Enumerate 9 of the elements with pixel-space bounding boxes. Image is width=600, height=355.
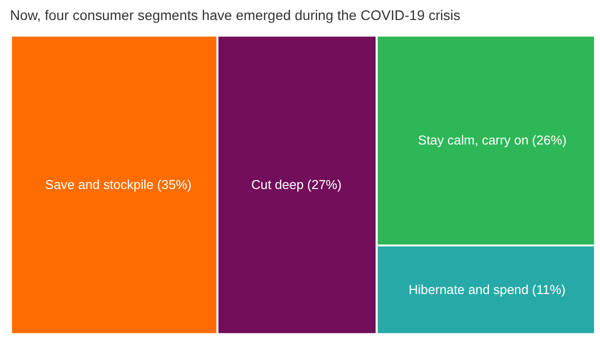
data-label: (27%) xyxy=(307,176,342,192)
category-label: Save and stockpile xyxy=(45,176,154,192)
category-label: Stay calm, carry on xyxy=(418,132,529,148)
text: Now, four consumer segments have emerged during the COVID-19 crisis xyxy=(10,6,460,23)
data-label: (35%) xyxy=(157,176,192,192)
data-label: (11%) xyxy=(532,282,566,297)
category-label: Cut deep xyxy=(251,176,304,192)
category-label: Hibernate and spend xyxy=(408,282,529,297)
data-label: (26%) xyxy=(532,132,567,148)
